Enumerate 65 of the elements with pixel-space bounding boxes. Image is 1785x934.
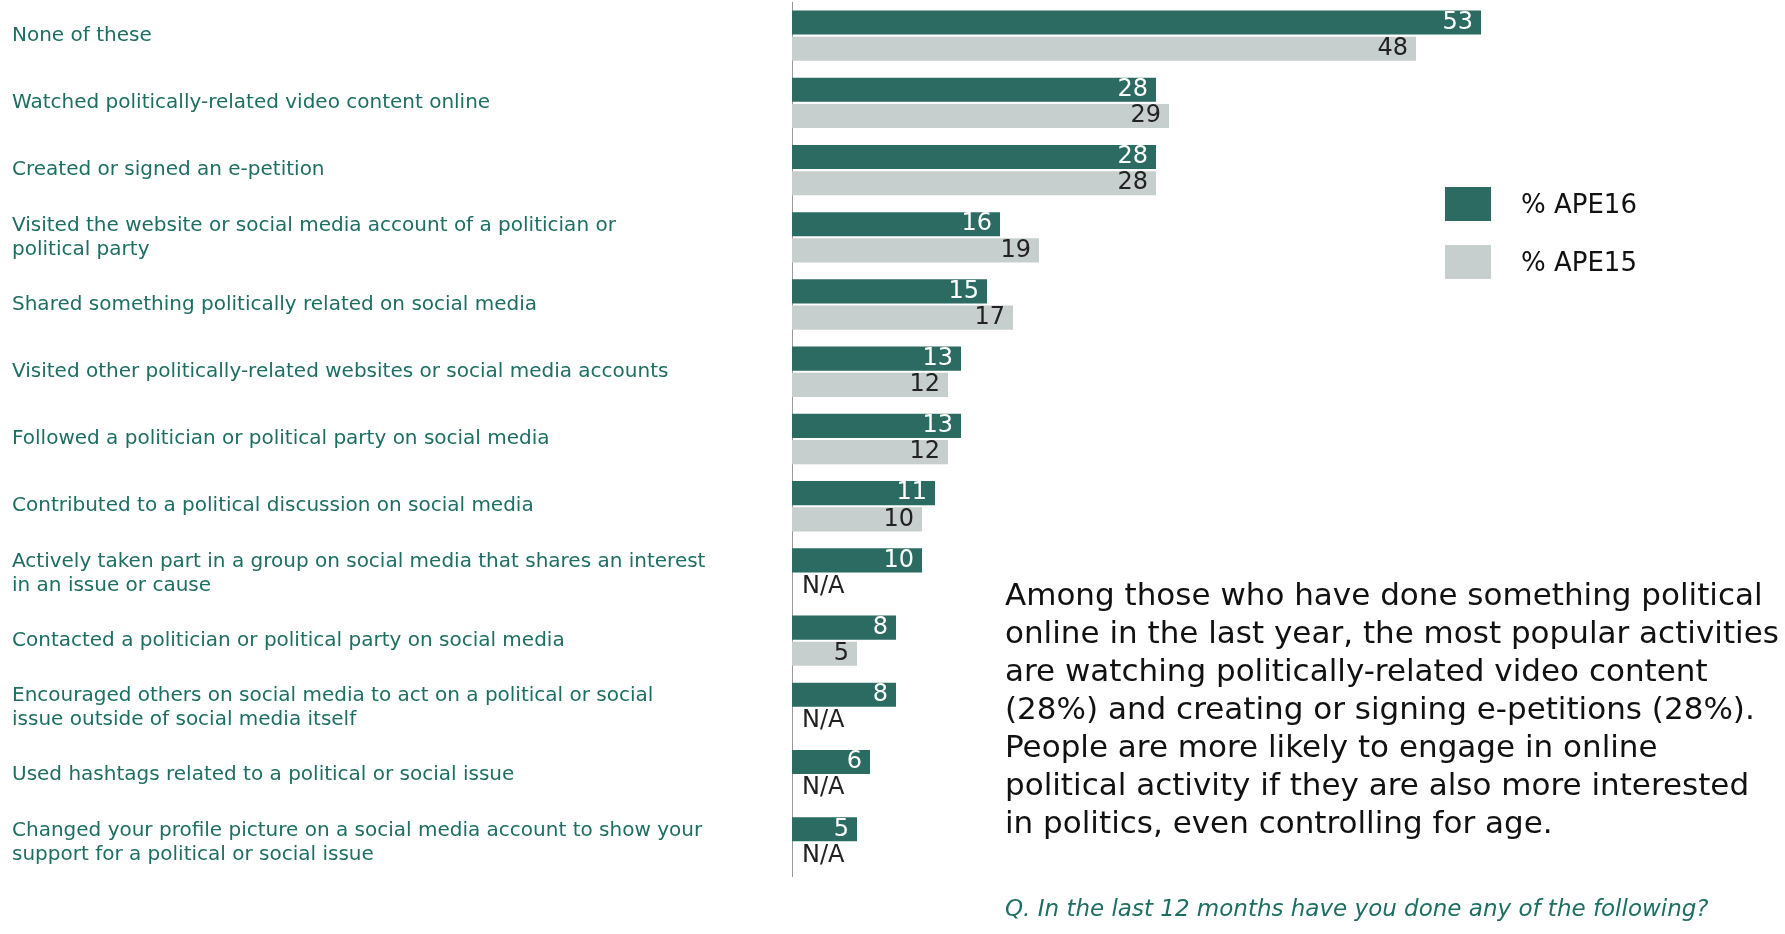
data-label: 12 (909, 369, 940, 398)
data-label: 12 (909, 436, 940, 465)
bar (792, 749, 870, 775)
y-tick-label: Watched politically-related video content online (12, 89, 491, 114)
text: N/A (802, 570, 845, 599)
y-tick-label: Actively taken part in a group on social media that shares an interest in an issue or cause (12, 547, 706, 596)
text: N/A (802, 839, 845, 868)
data-label: 28 (1117, 141, 1148, 170)
y-tick-label: Encouraged others on social media to act on a political or social issue outside of social media itself (12, 682, 654, 731)
bar (792, 279, 987, 304)
y-tick-label: Followed a politician or political party on social media (12, 425, 550, 450)
data-label: 5 (833, 638, 849, 667)
bar (792, 817, 857, 842)
data-label: 13 (922, 342, 953, 371)
data-label: 8 (872, 611, 888, 640)
bar (792, 641, 857, 666)
y-tick-label: Contributed to a political discussion on social media (12, 492, 534, 517)
bar (792, 144, 1156, 170)
data-label: 16 (961, 208, 992, 237)
bar (792, 548, 922, 573)
bar (792, 682, 896, 707)
bar (792, 10, 1481, 35)
data-label: 28 (1117, 167, 1148, 196)
bar (792, 413, 961, 438)
data-label: 29 (1130, 100, 1161, 129)
bar (792, 507, 922, 532)
data-label: 48 (1377, 32, 1408, 61)
y-tick-label: Contacted a politician or political party on social media (12, 626, 565, 651)
y-tick-label: Visited the website or social media account of a politician or political party (12, 211, 617, 260)
bar (792, 36, 1416, 61)
y-tick-label: Shared something politically related on social media (12, 290, 538, 315)
bar (792, 212, 1000, 237)
data-label: 11 (896, 477, 927, 506)
annotation: Among those who have done something political online in the last year, the most popular activities are watching politically-related video content (28%) and creating or signing e-petitions (28%). People are more likely to engage in online political activity if they are also more interested in politics, even controlling for age. (1005, 575, 1780, 841)
text: Q. In the last 12 months have you done any of the following? (1005, 895, 1709, 921)
data-label: 10 (883, 503, 914, 532)
bar (792, 238, 1039, 263)
y-tick-label: Changed your profile picture on a social media account to show your support for a political or social issue (12, 816, 703, 865)
data-label: 17 (974, 301, 1005, 330)
data-label: 13 (922, 410, 953, 439)
y-tick-label: None of these (12, 21, 152, 46)
legend-label: % APE16 (1521, 189, 1637, 219)
bar (792, 103, 1169, 129)
bar (792, 346, 961, 371)
bar (792, 77, 1156, 102)
data-label: 5 (833, 813, 849, 842)
bar (792, 440, 948, 465)
text: N/A (802, 772, 845, 801)
data-label: 8 (872, 679, 888, 708)
data-label: 6 (846, 746, 862, 775)
data-label: 53 (1442, 6, 1473, 35)
legend-label: % APE15 (1521, 247, 1637, 277)
y-tick-label: Used hashtags related to a political or social issue (12, 761, 515, 786)
text: N/A (802, 705, 845, 734)
bar (792, 305, 1013, 330)
bar (792, 481, 935, 506)
bar (792, 372, 948, 397)
y-tick-label: Visited other politically-related websites or social media accounts (12, 357, 669, 382)
bar (792, 615, 896, 640)
data-label: 19 (1000, 234, 1031, 263)
bar (792, 171, 1156, 196)
data-label: 10 (883, 544, 914, 573)
y-tick-label: Created or signed an e-petition (12, 156, 325, 181)
data-label: 15 (948, 275, 979, 304)
data-label: 28 (1117, 73, 1148, 102)
